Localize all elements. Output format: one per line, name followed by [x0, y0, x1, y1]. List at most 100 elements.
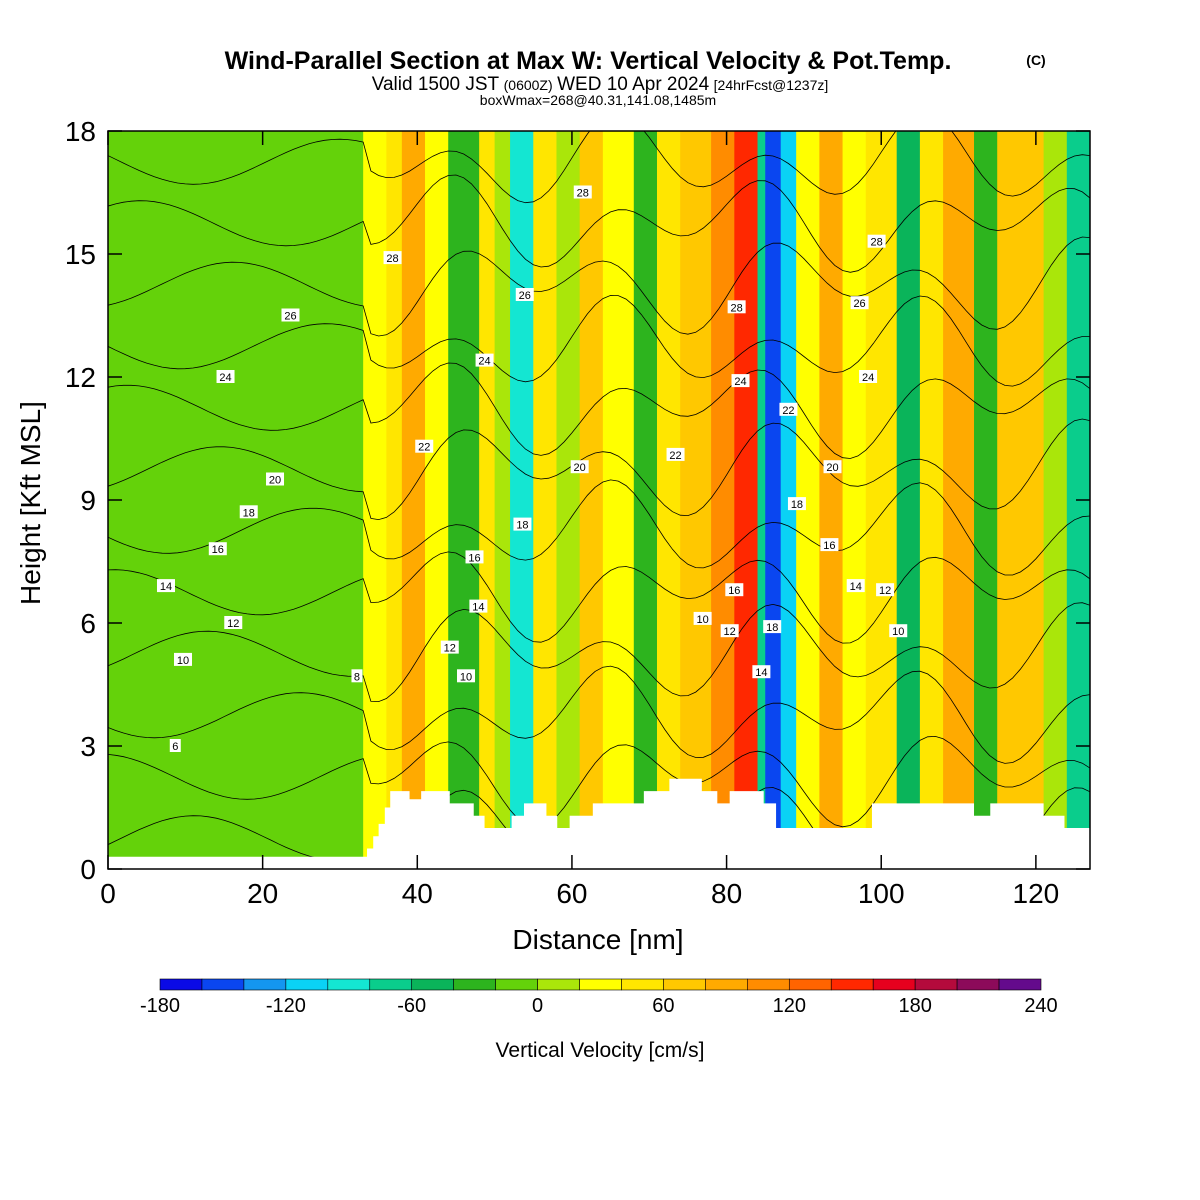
- contour-label-box: [725, 583, 744, 597]
- colorbar-swatch: [285, 978, 329, 991]
- contour-label-box: [731, 374, 750, 388]
- contour-label-text: 16: [468, 552, 480, 564]
- colorbar-swatch: [747, 978, 790, 991]
- plot-area: [108, 131, 1090, 869]
- velocity-band: [533, 131, 558, 869]
- contour-label-text: 12: [444, 643, 456, 655]
- colorbar-tick-label: -120: [266, 995, 306, 1017]
- colorbar-tick-label: -180: [140, 995, 180, 1017]
- theta-contour-line: [108, 362, 1090, 459]
- contour-label-box: [475, 353, 494, 367]
- colorbar-tick-label: 60: [652, 995, 674, 1017]
- terrain-mask: [108, 778, 1090, 869]
- contour-label: 26: [850, 296, 869, 310]
- contour-label: 18: [513, 517, 532, 532]
- valid-utc: (0600Z): [504, 77, 553, 93]
- contour-label-box: [867, 234, 886, 248]
- colorbar-swatch: [998, 978, 1042, 991]
- velocity-band: [602, 131, 635, 869]
- theta-contour-line: [108, 665, 1090, 764]
- colorbar-swatch: [495, 978, 538, 991]
- x-tick-label: 100: [858, 878, 905, 909]
- forecast-info: [24hrFcst@1237z]: [714, 77, 829, 93]
- theta-contour-line: [108, 236, 1090, 337]
- x-tick-label: 80: [711, 878, 742, 909]
- contour-label-box: [208, 542, 227, 556]
- contour-label: 12: [440, 640, 459, 655]
- contour-label-text: 10: [892, 626, 904, 638]
- contour-label-box: [876, 583, 895, 597]
- velocity-band: [401, 131, 426, 869]
- contour-label: 8: [351, 669, 363, 683]
- contour-label-box: [889, 624, 908, 638]
- y-tick-label: 0: [80, 854, 96, 885]
- contour-label: 16: [725, 583, 744, 597]
- theta-contour-line: [108, 131, 1090, 204]
- contour-label-text: 18: [766, 622, 778, 634]
- valid-time-line: Valid 1500 JST (0600Z) WED 10 Apr 2024 […: [372, 74, 829, 95]
- contour-label: 14: [156, 579, 175, 593]
- contour-label-text: 26: [853, 298, 865, 310]
- colorbar-swatch: [579, 978, 622, 991]
- velocity-band: [757, 131, 766, 869]
- contour-label-text: 18: [516, 520, 528, 532]
- velocity-band: [386, 131, 403, 869]
- contour-label: 28: [573, 185, 592, 200]
- theta-contours: [108, 131, 1090, 869]
- contour-label: 16: [820, 538, 839, 552]
- colorbar-swatch: [453, 978, 496, 991]
- y-tick-label: 18: [65, 116, 96, 147]
- contour-label-text: 24: [862, 372, 874, 384]
- contour-label-text: 16: [823, 540, 835, 552]
- theta-contour-line: [108, 551, 1090, 644]
- contour-label: 28: [383, 251, 402, 265]
- colorbar-swatch: [243, 978, 287, 991]
- colorbar-tick-label: 120: [773, 995, 806, 1017]
- contour-label-box: [469, 599, 488, 613]
- velocity-band: [796, 131, 820, 869]
- copyright-mark: (C): [1026, 52, 1045, 68]
- contour-label-text: 22: [669, 450, 681, 462]
- contour-label-box: [850, 296, 869, 310]
- velocity-band: [579, 131, 604, 869]
- contour-label-text: 10: [460, 671, 472, 683]
- colorbar-swatch: [788, 978, 832, 991]
- contour-label-text: 22: [418, 442, 430, 454]
- contour-label: 28: [727, 300, 746, 314]
- contour-label-box: [281, 308, 300, 322]
- contour-label-box: [174, 652, 193, 666]
- velocity-band: [448, 131, 480, 869]
- contour-label-box: [859, 370, 878, 383]
- contour-label-box: [224, 616, 243, 629]
- contour-label-text: 24: [219, 372, 231, 384]
- theta-contour-line: [108, 418, 1090, 521]
- contour-label-box: [570, 460, 589, 474]
- contour-label-text: 22: [782, 405, 794, 417]
- contour-label: 16: [465, 550, 484, 564]
- contour-label: 20: [570, 460, 589, 474]
- colorbar-swatch: [621, 978, 664, 991]
- contour-label: 20: [266, 472, 285, 487]
- contour-label-text: 14: [755, 667, 767, 679]
- theta-contour-line: [108, 479, 1090, 576]
- y-axis-label: Height [Kft MSL]: [15, 401, 46, 605]
- velocity-band: [680, 131, 712, 869]
- contour-label-text: 8: [354, 671, 360, 683]
- contour-label: 26: [515, 288, 534, 302]
- contour-label-box: [457, 669, 476, 683]
- contour-label-text: 24: [478, 356, 490, 368]
- velocity-band: [656, 131, 681, 869]
- contour-label-box: [820, 538, 839, 552]
- colorbar-swatch: [369, 978, 413, 991]
- contour-label-text: 26: [284, 311, 296, 323]
- contour-label: 24: [859, 370, 878, 384]
- y-tick-label: 9: [80, 485, 96, 516]
- contour-label-text: 14: [160, 581, 172, 593]
- contour-label-box: [440, 640, 459, 654]
- contour-label: 20: [823, 460, 842, 474]
- colorbar-swatch: [705, 978, 748, 991]
- contour-label: 28: [867, 234, 886, 249]
- contour-label-text: 14: [850, 581, 862, 593]
- contour-label-box: [216, 370, 235, 383]
- velocity-band: [1020, 131, 1045, 869]
